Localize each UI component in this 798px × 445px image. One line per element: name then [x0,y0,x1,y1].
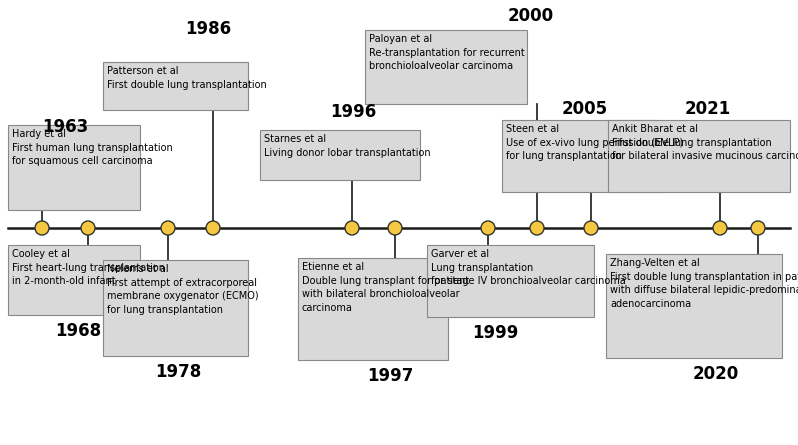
FancyBboxPatch shape [298,258,448,360]
Ellipse shape [35,221,49,235]
Text: 2020: 2020 [693,365,739,383]
Text: Starnes et al
Living donor lobar transplantation: Starnes et al Living donor lobar transpl… [264,134,431,158]
FancyBboxPatch shape [365,30,527,104]
FancyBboxPatch shape [427,245,594,317]
Ellipse shape [81,221,95,235]
Text: 1986: 1986 [185,20,231,38]
Text: Garver et al
Lung transplantation
for stage IV bronchioalveolar carcinoma: Garver et al Lung transplantation for st… [431,249,626,286]
FancyBboxPatch shape [8,245,140,315]
Text: Etienne et al
Double lung transplant for patient
with bilateral bronchioloalveol: Etienne et al Double lung transplant for… [302,262,469,313]
Ellipse shape [481,221,495,235]
Text: Hardy et al
First human lung transplantation
for squamous cell carcinoma: Hardy et al First human lung transplanta… [12,129,172,166]
FancyBboxPatch shape [260,130,420,180]
Ellipse shape [206,221,220,235]
Ellipse shape [345,221,359,235]
Text: 2000: 2000 [508,7,554,25]
FancyBboxPatch shape [606,254,782,358]
Ellipse shape [161,221,175,235]
Ellipse shape [751,221,765,235]
Text: 1996: 1996 [330,103,376,121]
FancyBboxPatch shape [8,125,140,210]
Text: 2005: 2005 [562,100,608,118]
Text: Patterson et al
First double lung transplantation: Patterson et al First double lung transp… [107,66,267,89]
Text: Zhang-Velten et al
First double lung transplantation in patients
with diffuse bi: Zhang-Velten et al First double lung tra… [610,258,798,309]
FancyBboxPatch shape [502,120,660,192]
Text: Paloyan et al
Re-transplantation for recurrent
bronchioloalveolar carcinoma: Paloyan et al Re-transplantation for rec… [369,34,525,71]
Ellipse shape [388,221,402,235]
Text: 1999: 1999 [472,324,519,342]
Text: Ankit Bharat et al
First double lung transplantation
for bilateral invasive muci: Ankit Bharat et al First double lung tra… [612,124,798,161]
Ellipse shape [584,221,598,235]
Text: 1978: 1978 [155,363,201,381]
FancyBboxPatch shape [608,120,790,192]
Text: 1997: 1997 [367,367,413,385]
Ellipse shape [713,221,727,235]
FancyBboxPatch shape [103,260,248,356]
Text: Nelems et al
First attempt of extracorporeal
membrane oxygenator (ECMO)
for lung: Nelems et al First attempt of extracorpo… [107,264,259,315]
Text: Cooley et al
First heart-lung transplantation
in 2-month-old infant: Cooley et al First heart-lung transplant… [12,249,165,286]
Ellipse shape [530,221,544,235]
Text: 2021: 2021 [685,100,731,118]
Text: 1968: 1968 [55,322,101,340]
Text: 1963: 1963 [42,118,89,136]
FancyBboxPatch shape [103,62,248,110]
Text: Steen et al
Use of ex-vivo lung perfusion (EVLP)
for lung transplantation: Steen et al Use of ex-vivo lung perfusio… [506,124,683,161]
